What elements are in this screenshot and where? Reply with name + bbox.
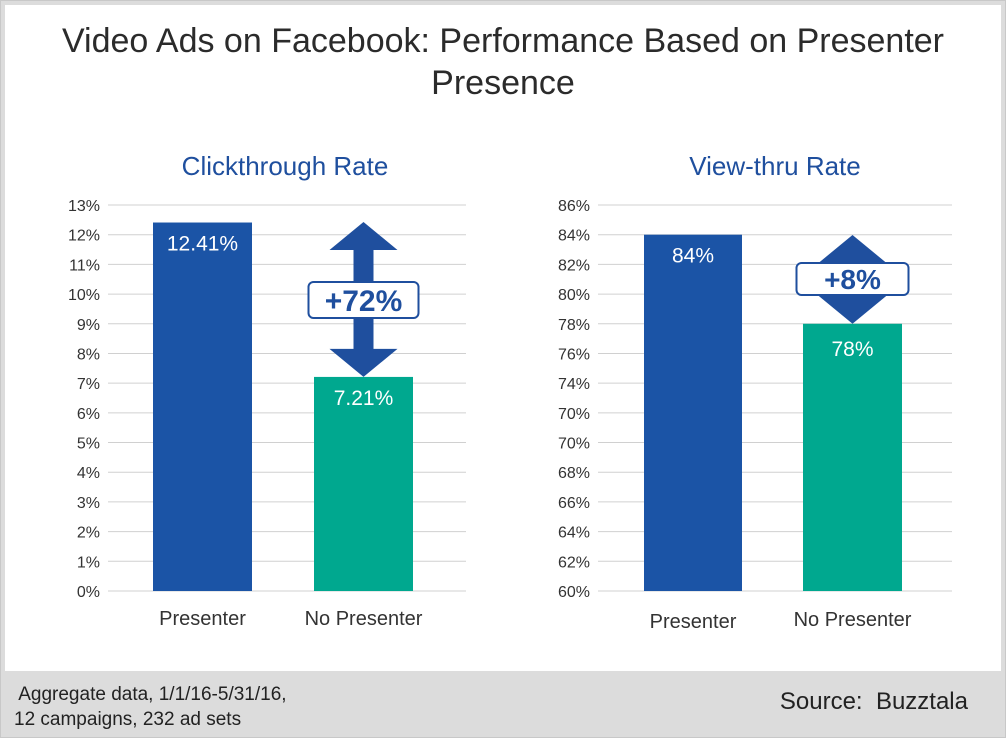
y-tick-label: 70%	[558, 436, 590, 453]
y-tick-label: 7%	[77, 376, 100, 393]
chart-1-title: Clickthrough Rate	[182, 151, 389, 181]
bar-no-presenter	[803, 323, 902, 591]
y-tick-label: 3%	[77, 495, 100, 512]
y-tick-label: 82%	[558, 257, 590, 274]
y-tick-label: 9%	[77, 317, 100, 334]
y-tick-label: 4%	[77, 465, 100, 482]
x-category-label: No Presenter	[305, 608, 423, 630]
bar-presenter	[644, 234, 742, 591]
bar-presenter	[153, 222, 252, 591]
y-tick-label: 80%	[558, 287, 590, 304]
bar-value-label: 84%	[672, 245, 714, 268]
x-category-label: Presenter	[650, 611, 737, 633]
figure-title: Video Ads on Facebook: Performance Based…	[61, 22, 945, 102]
y-tick-label: 2%	[77, 525, 100, 542]
x-category-label: No Presenter	[794, 609, 912, 631]
annotation-box	[795, 262, 910, 296]
x-category-label: Presenter	[159, 608, 246, 630]
annotation-label: +72%	[325, 285, 403, 318]
bar-value-label: 78%	[831, 338, 873, 361]
y-tick-label: 5%	[77, 436, 100, 453]
y-tick-label: 6%	[77, 406, 100, 423]
source-label: Source: Buzztala	[779, 688, 968, 715]
annotation-box	[307, 281, 420, 319]
y-tick-label: 13%	[68, 198, 100, 215]
y-tick-label: 76%	[558, 346, 590, 363]
y-tick-label: 11%	[69, 257, 100, 274]
y-tick-label: 74%	[558, 376, 590, 393]
y-tick-label: 10%	[68, 287, 100, 304]
y-tick-label: 1%	[77, 554, 100, 571]
bar-value-label: 7.21%	[334, 387, 394, 410]
y-tick-label: 84%	[558, 228, 590, 245]
y-tick-label: 64%	[558, 525, 590, 542]
chart-2-title: View-thru Rate	[689, 151, 861, 181]
footnote-line-1: Aggregate data, 1/1/16-5/31/16,	[14, 684, 287, 705]
y-tick-label: 70%	[558, 406, 590, 423]
y-tick-label: 66%	[558, 495, 590, 512]
y-tick-label: 8%	[77, 346, 100, 363]
y-tick-label: 60%	[558, 584, 590, 601]
footnote: Aggregate data, 1/1/16-5/31/16, 12 campa…	[14, 682, 287, 732]
bar-no-presenter	[314, 376, 413, 591]
annotation-label: +8%	[824, 264, 881, 295]
y-tick-label: 0%	[77, 584, 100, 601]
y-tick-label: 62%	[558, 554, 590, 571]
y-tick-label: 86%	[558, 198, 590, 215]
footnote-line-2: 12 campaigns, 232 ad sets	[14, 709, 242, 730]
y-tick-label: 12%	[68, 228, 100, 245]
bar-value-label: 12.41%	[167, 233, 238, 256]
y-tick-label: 68%	[558, 465, 590, 482]
y-tick-label: 78%	[558, 317, 590, 334]
